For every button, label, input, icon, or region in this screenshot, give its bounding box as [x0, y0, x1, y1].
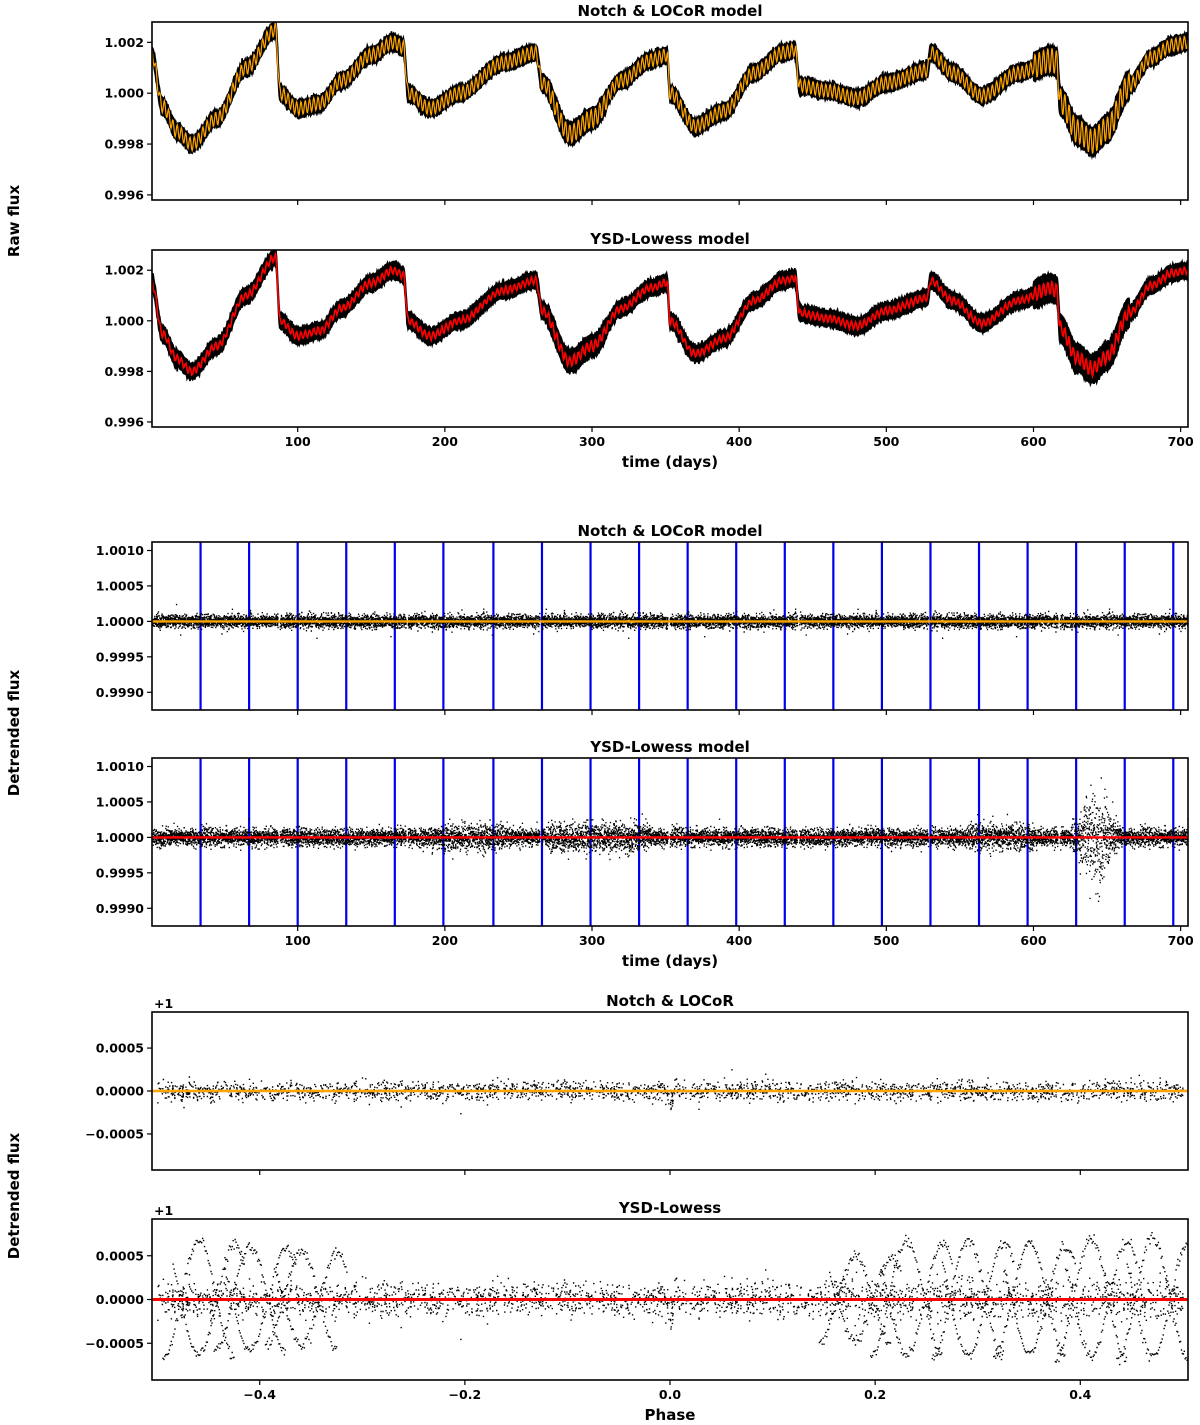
y-tick-label: 1.0000 — [96, 830, 145, 845]
y-tick-label: 0.0000 — [96, 1292, 145, 1307]
y-tick-label: 1.0000 — [96, 614, 145, 629]
y-offset-label: +1 — [154, 996, 173, 1011]
y-tick-label: 0.0005 — [96, 1041, 144, 1056]
chart-1-frame — [151, 21, 1189, 201]
y-tick-label: −0.0005 — [85, 1126, 144, 1141]
x-tick-label: 400 — [726, 933, 752, 948]
x-tick-label: 100 — [285, 434, 311, 449]
y-tick-label: 0.9990 — [96, 685, 145, 700]
y-tick-label: 0.9990 — [96, 901, 145, 916]
chart-3-axes: Notch & LOCoR model 0.9990 0.9995 1.0000 1.0… — [96, 522, 1182, 715]
chart-6-axes: YSD-Lowess +1 −0.0005 0.0000 0.0005 −0.4 −0.2 0… — [85, 1199, 1091, 1424]
y-tick-label: 1.0005 — [96, 578, 144, 593]
x-tick-label: 300 — [579, 434, 605, 449]
chart-3-data — [152, 542, 1188, 710]
x-axis-label: Phase — [645, 1406, 696, 1424]
raw-data-band — [152, 22, 1188, 160]
chart-5-axes: Notch & LOCoR +1 −0.0005 0.0000 0.0005 — [85, 992, 1081, 1175]
y-tick-label: 0.998 — [104, 137, 144, 152]
x-tick-label: 600 — [1020, 933, 1046, 948]
chart-title: YSD-Lowess model — [589, 738, 750, 756]
y-offset-label: +1 — [154, 1203, 173, 1218]
chart-4-plot-area — [152, 758, 1188, 926]
chart-title: YSD-Lowess model — [589, 230, 750, 248]
y-tick-label: 1.0010 — [96, 759, 145, 774]
y-label-detrended-flux-phase: Detrended flux — [5, 1132, 23, 1259]
y-tick-label: 0.9995 — [96, 649, 144, 664]
model-curve — [152, 22, 1188, 154]
chart-5-plot-area — [152, 1069, 1188, 1115]
x-tick-label: 500 — [873, 434, 899, 449]
x-tick-label: 700 — [1168, 933, 1194, 948]
chart-2-axes: YSD-Lowess model 0.996 0.998 1.000 1.002 100 2… — [104, 230, 1194, 471]
y-tick-label: 0.996 — [104, 414, 144, 429]
y-tick-label: 0.998 — [104, 364, 144, 379]
x-tick-label: −0.4 — [243, 1387, 276, 1402]
x-axis-label: time (days) — [622, 952, 718, 970]
chart-3-plot-area — [152, 542, 1188, 710]
x-tick-label: 300 — [579, 933, 605, 948]
chart-1-data — [152, 22, 1188, 160]
y-tick-label: 0.9995 — [96, 865, 144, 880]
chart-6-plot-area — [152, 1232, 1188, 1366]
y-tick-label: 1.000 — [104, 86, 144, 101]
x-tick-label: 200 — [432, 434, 458, 449]
y-tick-label: 0.996 — [104, 187, 144, 202]
x-tick-label: 0.2 — [864, 1387, 886, 1402]
x-tick-label: −0.2 — [449, 1387, 482, 1402]
y-tick-label: 1.002 — [104, 35, 144, 50]
chart-1-axes: Notch & LOCoR model 0.996 0.998 1.000 1.002 — [104, 2, 1182, 205]
chart-2-frame — [151, 249, 1189, 428]
chart-5-data — [152, 1069, 1188, 1115]
model-curve — [152, 250, 1188, 379]
chart-title: Notch & LOCoR — [606, 992, 734, 1010]
x-tick-label: 200 — [432, 933, 458, 948]
chart-6-data — [152, 1232, 1188, 1366]
y-tick-label: 1.002 — [104, 263, 144, 278]
x-tick-label: 100 — [285, 933, 311, 948]
chart-4-data — [152, 758, 1188, 926]
x-tick-label: 600 — [1020, 434, 1046, 449]
y-tick-label: 0.0005 — [96, 1248, 144, 1263]
chart-title: YSD-Lowess — [618, 1199, 721, 1217]
y-tick-label: −0.0005 — [85, 1336, 144, 1351]
chart-title: Notch & LOCoR model — [578, 522, 763, 540]
chart-1-plot-area — [152, 22, 1188, 160]
x-tick-label: 0.0 — [659, 1387, 681, 1402]
y-label-raw-flux: Raw flux — [5, 185, 23, 258]
x-tick-label: 400 — [726, 434, 752, 449]
phase-points — [157, 1069, 1184, 1115]
x-tick-label: 500 — [873, 933, 899, 948]
y-tick-label: 1.0005 — [96, 794, 144, 809]
chart-4-frame — [151, 757, 1189, 927]
figure-y-labels: Raw flux Detrended flux Detrended flux — [5, 185, 23, 1260]
x-axis-label: time (days) — [622, 453, 718, 471]
y-tick-label: 1.000 — [104, 313, 144, 328]
chart-4-axes: YSD-Lowess model 0.9990 0.9995 1.0000 1.0005… — [96, 738, 1194, 970]
chart-3-frame — [151, 541, 1189, 711]
x-tick-label: 0.4 — [1069, 1387, 1091, 1402]
chart-2-data — [152, 250, 1188, 388]
chart-title: Notch & LOCoR model — [578, 2, 763, 20]
x-tick-label: 700 — [1168, 434, 1194, 449]
y-label-detrended-flux-time: Detrended flux — [5, 669, 23, 796]
y-tick-label: 1.0010 — [96, 543, 145, 558]
chart-2-plot-area — [152, 250, 1188, 388]
y-tick-label: 0.0000 — [96, 1084, 145, 1099]
detrended-points — [152, 777, 1188, 902]
